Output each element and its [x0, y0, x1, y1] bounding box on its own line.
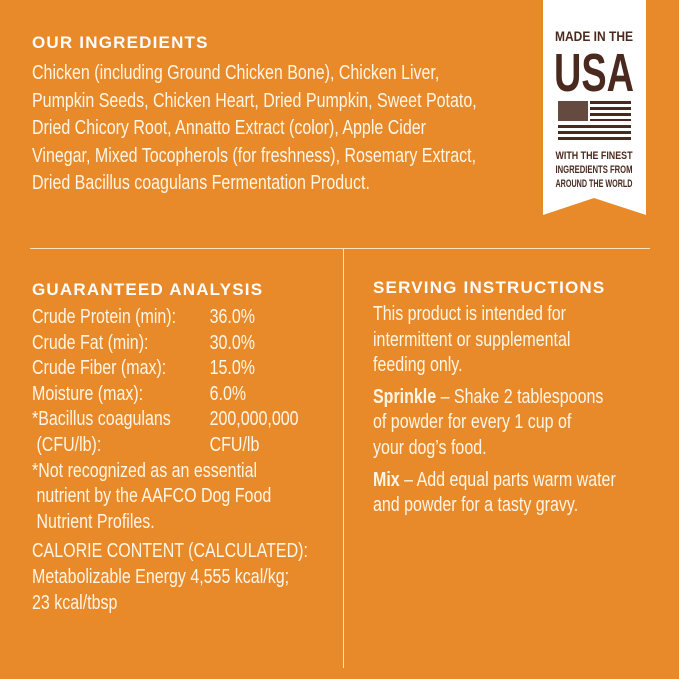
ingredients-line: Dried Bacillus coagulans Fermentation Pr…	[32, 172, 370, 194]
analysis-label: Crude Fat (min):	[32, 331, 149, 354]
badge-line3: WITH THE FINEST	[556, 150, 633, 162]
serving-instructions: This product is intended for intermitten…	[373, 302, 616, 525]
analysis-label: *Bacillus coagulans	[32, 408, 171, 431]
serving-line: and powder for a tasty gravy.	[373, 494, 579, 517]
ingredients-list: Chicken (including Ground Chicken Bone),…	[32, 60, 477, 198]
badge-line1: MADE IN THE	[555, 28, 633, 44]
serving-line: This product is intended for	[373, 303, 566, 325]
analysis-table: Crude Protein (min): 36.0% Crude Fat (min…	[32, 305, 308, 616]
analysis-label: Crude Fiber (max):	[32, 357, 167, 380]
analysis-label: Moisture (max):	[32, 382, 144, 405]
analysis-title: GUARANTEED ANALYSIS	[32, 280, 264, 299]
analysis-row: Crude Fiber (max): 15.0%	[32, 356, 308, 382]
ingredients-line: Chicken (including Ground Chicken Bone),…	[32, 62, 440, 84]
badge-line2: USA	[554, 43, 634, 103]
analysis-value: 30.0%	[209, 331, 255, 354]
analysis-note: *Not recognized as an essential	[32, 459, 258, 482]
serving-intro: This product is intended for intermitten…	[373, 302, 616, 379]
calorie-line: 23 kcal/tbsp	[32, 591, 118, 614]
ingredients-line: Vinegar, Mixed Tocopherols (for freshnes…	[32, 144, 477, 167]
badge-line4: INGREDIENTS FROM	[556, 164, 633, 176]
serving-line: feeding only.	[373, 354, 463, 377]
analysis-note: Nutrient Profiles.	[32, 510, 155, 533]
analysis-row: Crude Fat (min): 30.0%	[32, 331, 308, 357]
serving-line: of powder for every 1 cup of	[373, 411, 572, 434]
mix-instruction: Mix – Add equal parts warm water and pow…	[373, 468, 616, 519]
calorie-line: Metabolizable Energy 4,555 kcal/kg;	[32, 565, 290, 588]
analysis-value: 15.0%	[209, 357, 255, 380]
analysis-value: 6.0%	[209, 382, 247, 405]
serving-line: your dog’s food.	[373, 436, 487, 459]
analysis-value: CFU/lb	[209, 433, 260, 456]
analysis-label: (CFU/lb):	[32, 433, 102, 456]
analysis-row: Crude Protein (min): 36.0%	[32, 305, 308, 331]
mix-label: Mix	[373, 468, 400, 491]
serving-title: SERVING INSTRUCTIONS	[373, 278, 606, 297]
serving-line: – Shake 2 tablespoons	[436, 385, 604, 408]
analysis-row: *Bacillus coagulans 200,000,000	[32, 407, 308, 433]
serving-line: – Add equal parts warm water	[399, 468, 616, 491]
sprinkle-instruction: Sprinkle – Shake 2 tablespoons of powder…	[373, 385, 616, 462]
ingredients-title: OUR INGREDIENTS	[32, 33, 209, 52]
ingredients-line: Pumpkin Seeds, Chicken Heart, Dried Pump…	[32, 89, 477, 112]
horizontal-divider	[30, 248, 650, 249]
serving-line: intermittent or supplemental	[373, 328, 571, 351]
ingredients-line: Dried Chicory Root, Annatto Extract (col…	[32, 117, 426, 139]
sprinkle-label: Sprinkle	[373, 385, 437, 408]
analysis-label: Crude Protein (min):	[32, 306, 177, 328]
analysis-row: Moisture (max): 6.0%	[32, 382, 308, 408]
calorie-title: CALORIE CONTENT (CALCULATED):	[32, 540, 308, 563]
vertical-divider	[343, 248, 344, 668]
made-in-usa-badge: MADE IN THE USA WITH THE FINEST INGREDIE…	[543, 0, 646, 215]
badge-line5: AROUND THE WORLD	[556, 178, 633, 190]
analysis-note: nutrient by the AAFCO Dog Food	[32, 485, 272, 508]
analysis-value: 36.0%	[209, 306, 255, 328]
us-flag-icon	[558, 101, 631, 140]
analysis-row: (CFU/lb): CFU/lb	[32, 433, 308, 459]
analysis-value: 200,000,000	[209, 408, 299, 431]
